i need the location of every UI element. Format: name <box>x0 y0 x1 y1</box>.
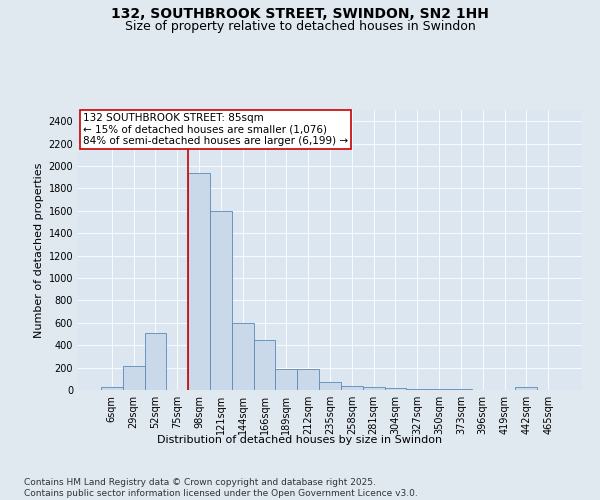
Bar <box>363 386 385 390</box>
Bar <box>254 340 275 390</box>
Text: Size of property relative to detached houses in Swindon: Size of property relative to detached ho… <box>125 20 475 33</box>
Bar <box>232 323 254 390</box>
Bar <box>297 370 319 390</box>
Bar <box>188 172 210 390</box>
Text: Distribution of detached houses by size in Swindon: Distribution of detached houses by size … <box>157 435 443 445</box>
Text: Contains HM Land Registry data © Crown copyright and database right 2025.
Contai: Contains HM Land Registry data © Crown c… <box>24 478 418 498</box>
Y-axis label: Number of detached properties: Number of detached properties <box>34 162 44 338</box>
Bar <box>515 386 537 390</box>
Bar <box>385 388 406 390</box>
Text: 132 SOUTHBROOK STREET: 85sqm
← 15% of detached houses are smaller (1,076)
84% of: 132 SOUTHBROOK STREET: 85sqm ← 15% of de… <box>83 113 348 146</box>
Bar <box>101 386 123 390</box>
Bar <box>145 333 166 390</box>
Bar <box>275 368 297 390</box>
Bar <box>406 388 428 390</box>
Text: 132, SOUTHBROOK STREET, SWINDON, SN2 1HH: 132, SOUTHBROOK STREET, SWINDON, SN2 1HH <box>111 8 489 22</box>
Bar <box>319 382 341 390</box>
Bar <box>210 211 232 390</box>
Bar <box>428 389 450 390</box>
Bar <box>341 386 363 390</box>
Bar <box>123 366 145 390</box>
